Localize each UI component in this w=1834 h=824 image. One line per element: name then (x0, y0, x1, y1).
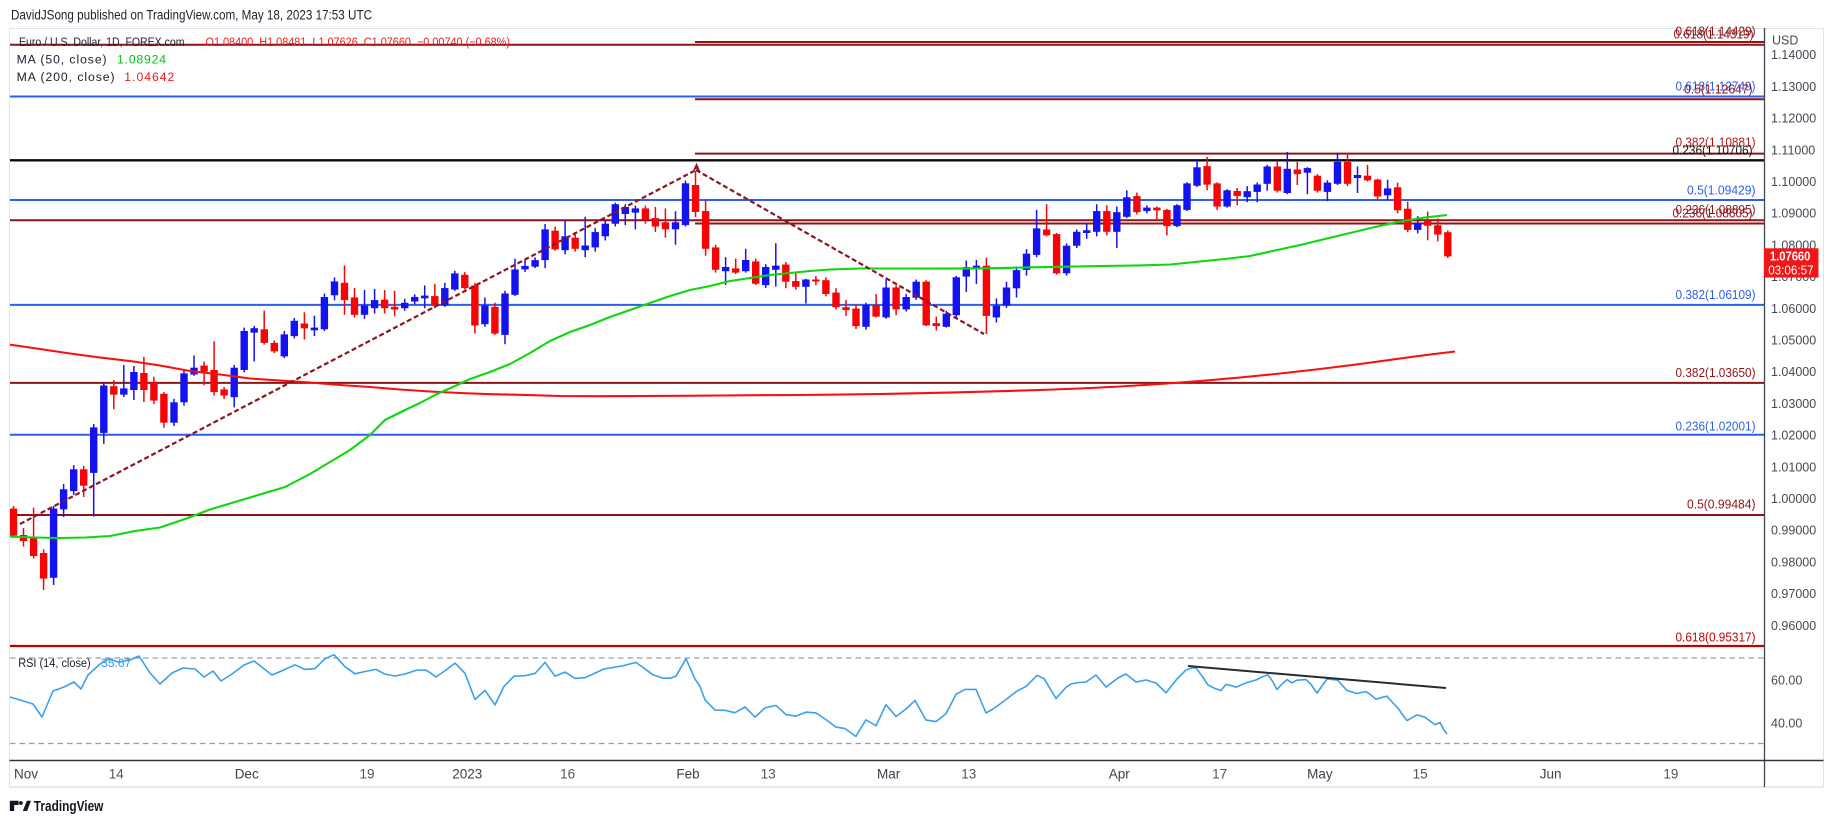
svg-text:May: May (1307, 767, 1333, 782)
svg-text:1.06000: 1.06000 (1771, 302, 1816, 316)
svg-text:35.67: 35.67 (101, 656, 132, 670)
svg-text:1.04642: 1.04642 (124, 70, 174, 84)
svg-text:0.98000: 0.98000 (1771, 555, 1816, 569)
svg-text:40.00: 40.00 (1771, 716, 1802, 730)
svg-text:RSI (14, close): RSI (14, close) (18, 656, 91, 670)
svg-text:1.12000: 1.12000 (1771, 112, 1816, 126)
svg-text:O1.08400 H1.08481 L1.07626: O1.08400 H1.08481 L1.07626 C1.07660 −0.0… (206, 35, 511, 49)
svg-text:Euro / U.S. Dollar, 1D, FOREX.: Euro / U.S. Dollar, 1D, FOREX.com (19, 35, 185, 49)
svg-text:1.08924: 1.08924 (117, 52, 166, 66)
svg-text:1.00000: 1.00000 (1771, 492, 1816, 506)
svg-text:0.236(1.08895): 0.236(1.08895) (1676, 202, 1756, 217)
svg-text:Mar: Mar (877, 767, 901, 782)
svg-text:1.07660: 1.07660 (1770, 249, 1811, 264)
svg-text:Jun: Jun (1540, 767, 1562, 782)
svg-text:1.03000: 1.03000 (1771, 397, 1816, 411)
svg-text:0.382(1.10881): 0.382(1.10881) (1676, 135, 1756, 150)
svg-text:19: 19 (1663, 767, 1678, 782)
svg-text:1.05000: 1.05000 (1771, 334, 1816, 348)
svg-text:1.04000: 1.04000 (1771, 365, 1816, 379)
svg-text:1.09000: 1.09000 (1771, 207, 1816, 221)
svg-text:Nov: Nov (14, 767, 38, 782)
svg-text:0.236(1.02001): 0.236(1.02001) (1676, 419, 1756, 434)
svg-text:Dec: Dec (235, 767, 259, 782)
svg-text:1.10000: 1.10000 (1771, 175, 1816, 189)
svg-text:Apr: Apr (1109, 767, 1131, 782)
svg-text:17: 17 (1212, 767, 1227, 782)
svg-text:0.99000: 0.99000 (1771, 524, 1816, 538)
svg-text:Feb: Feb (676, 767, 699, 782)
svg-text:0.382(1.06109): 0.382(1.06109) (1676, 287, 1756, 302)
svg-text:1.13000: 1.13000 (1771, 80, 1816, 94)
svg-text:13: 13 (761, 767, 776, 782)
svg-text:0.236(1.08605): 0.236(1.08605) (1673, 206, 1753, 221)
svg-text:0.97000: 0.97000 (1771, 587, 1816, 601)
svg-text:0.618(0.95317): 0.618(0.95317) (1676, 630, 1756, 645)
svg-text:0.5(1.12647): 0.5(1.12647) (1684, 82, 1753, 97)
svg-text:2023: 2023 (452, 767, 482, 782)
svg-text:0.618(1.12749): 0.618(1.12749) (1676, 79, 1756, 94)
svg-text:0.618(1.14429): 0.618(1.14429) (1676, 24, 1756, 39)
svg-text:0.382(1.03650): 0.382(1.03650) (1676, 365, 1756, 380)
svg-text:TradingView: TradingView (34, 799, 104, 815)
svg-text:0.618(1.14319): 0.618(1.14319) (1674, 27, 1754, 42)
svg-text:USD: USD (1772, 34, 1798, 48)
svg-text:19: 19 (359, 767, 374, 782)
svg-text:MA (50, close): MA (50, close) (17, 52, 107, 66)
svg-text:1.01000: 1.01000 (1771, 460, 1816, 474)
svg-text:13: 13 (961, 767, 976, 782)
svg-text:MA (200, close): MA (200, close) (17, 70, 115, 84)
svg-text:0.96000: 0.96000 (1771, 619, 1816, 633)
svg-text:0.5(1.09429): 0.5(1.09429) (1687, 183, 1756, 198)
svg-text:DavidJSong published on Tradin: DavidJSong published on TradingView.com,… (11, 8, 372, 23)
svg-text:15: 15 (1413, 767, 1428, 782)
svg-text:16: 16 (560, 767, 575, 782)
svg-text:0.236(1.10706): 0.236(1.10706) (1673, 143, 1753, 158)
svg-text:60.00: 60.00 (1771, 673, 1802, 687)
svg-text:1.14000: 1.14000 (1771, 48, 1816, 62)
svg-text:0.5(0.99484): 0.5(0.99484) (1687, 497, 1756, 512)
svg-text:1.02000: 1.02000 (1771, 429, 1816, 443)
svg-text:14: 14 (109, 767, 125, 782)
svg-text:1.11000: 1.11000 (1771, 143, 1815, 157)
svg-text:03:06:57: 03:06:57 (1768, 263, 1813, 277)
